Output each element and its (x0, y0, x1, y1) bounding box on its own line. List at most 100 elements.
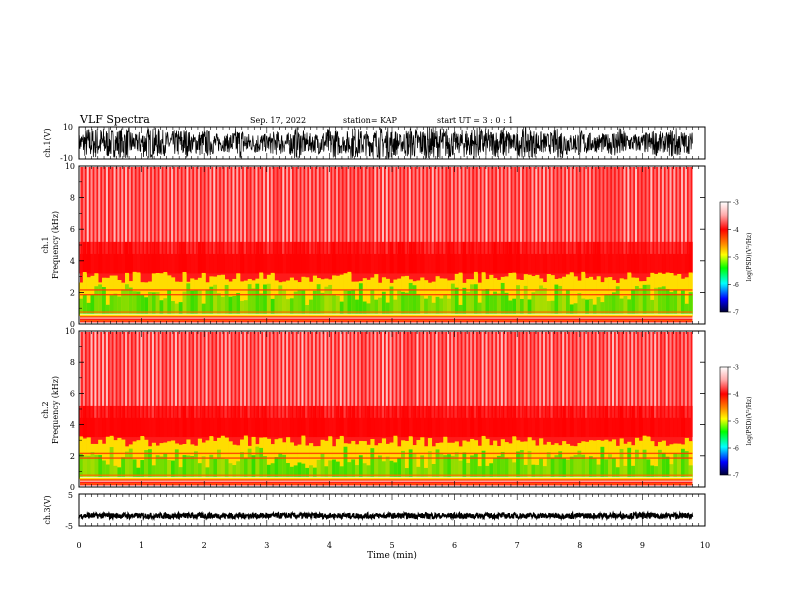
spectrogram-green-cell (151, 292, 156, 315)
spectrogram-low-cell (289, 277, 295, 317)
spectrogram-streak (588, 332, 592, 418)
spectrogram-streak (504, 167, 507, 254)
spectrogram-streak (416, 167, 419, 254)
spectrogram-mid-cell (393, 405, 398, 438)
spectrogram-low-cell (136, 440, 141, 480)
spectrogram-streak (98, 332, 101, 418)
spectrogram-streak (125, 332, 128, 418)
spectrogram-mid-cell (190, 241, 195, 274)
spectrogram-streak (370, 167, 373, 254)
spectrogram-mid-cell (627, 405, 632, 438)
spectrogram-mid-cell (190, 405, 195, 438)
spectrogram-mid-cell (565, 241, 571, 274)
spectrogram-low-cell (424, 280, 429, 317)
spectrogram-green-cell (79, 453, 84, 478)
spectrogram-streak (401, 332, 404, 418)
spectrogram-low-cell (374, 445, 379, 480)
spectrogram-streak (205, 167, 208, 254)
spectrogram-mid-cell (573, 405, 578, 438)
spectrogram-streak (293, 332, 296, 418)
spectrogram-mid-cell (228, 405, 233, 438)
spectrogram-mid-cell (128, 405, 133, 438)
spectrogram-green-cell (182, 455, 187, 478)
spectrogram-streak (485, 167, 488, 254)
spectrogram-green-cell (312, 290, 318, 315)
spectrogram-green-cell (420, 295, 425, 315)
spectrogram-streak (431, 167, 434, 254)
spectrogram-streak (493, 332, 496, 418)
spectrogram-mid-cell (500, 241, 505, 274)
spectrogram-mid-cell (125, 405, 130, 438)
spectrogram-streak (163, 332, 166, 418)
spectrogram-mid-cell (592, 241, 597, 274)
spectrogram-green-cell (351, 459, 356, 478)
spectrogram-mid-cell (220, 241, 225, 274)
spectrogram-green-cell (144, 450, 149, 478)
spectrogram-green-cell (596, 297, 601, 315)
spectrogram-low-cell (270, 444, 275, 480)
spectrogram-streak (148, 167, 151, 254)
spectrogram-mid-cell (163, 241, 168, 274)
spectrogram-green-cell (178, 302, 183, 315)
spectrogram-green-cell (282, 454, 287, 478)
spectrogram-streak (408, 167, 411, 254)
spectrogram-green-cell (86, 302, 91, 315)
colorbar-tick-label: -4 (733, 227, 739, 234)
spectrogram-low-cell (220, 274, 225, 317)
spectrogram-green-cell (412, 285, 417, 315)
spectrogram-streak (477, 167, 480, 254)
spectrogram-mid-cell (102, 241, 107, 274)
ch2-spectrogram-ylabel-frequency: Frequency (kHz) (51, 376, 60, 444)
spectrogram-mid-cell (600, 241, 605, 274)
spectrogram-low-cell (309, 281, 314, 317)
spectrogram-line-feature (80, 479, 693, 481)
spectrogram-green-cell (171, 301, 176, 315)
spectrogram-mid-cell (98, 405, 103, 438)
spectrogram-green-cell (293, 291, 298, 315)
spectrogram-streak (266, 167, 269, 254)
spectrogram-mid-cell (519, 241, 525, 274)
spectrogram-streak (470, 332, 473, 418)
spectrogram-streak (159, 167, 162, 254)
spectrogram-green-cell (105, 464, 110, 478)
ch2-freq-ticks: 0 2 4 6 8 10 (65, 327, 705, 492)
spectrogram-green-cell (554, 284, 559, 315)
spectrogram-mid-cell (263, 405, 268, 438)
spectrogram-green-cell (512, 462, 517, 478)
spectrogram-mid-cell (496, 241, 502, 274)
ch2-spectrogram-ylabel-channel: ch.2 (41, 401, 50, 418)
spectrogram-line-feature (80, 483, 693, 485)
spectrogram-streak (439, 167, 442, 254)
spectrogram-mid-cell (569, 405, 574, 438)
spectrogram-green-cell (102, 287, 107, 315)
time-tick-label: 6 (452, 541, 457, 550)
spectrogram-streak (565, 332, 569, 418)
spectrogram-mid-cell (121, 241, 126, 274)
spectrogram-streak (224, 332, 227, 418)
spectrogram-green-cell (320, 292, 325, 315)
spectrogram-streak (554, 332, 557, 418)
spectrogram-mid-cell (309, 405, 314, 438)
spectrogram-mid-cell (688, 405, 693, 438)
spectrogram-streak (174, 332, 177, 418)
spectrogram-mid-cell (611, 405, 617, 438)
spectrogram-green-cell (397, 457, 402, 478)
spectrogram-streak (412, 332, 415, 418)
freq-tick-label: 6 (70, 225, 75, 234)
spectrogram-mid-cell (144, 241, 149, 274)
date-label: Sep. 17, 2022 (250, 116, 306, 125)
spectrogram-streak (627, 332, 630, 418)
spectrogram-low-cell (519, 279, 525, 317)
time-axis-tick-labels: 0 1 2 3 4 5 6 7 8 9 10 (76, 541, 710, 550)
spectrogram-mid-cell (477, 241, 482, 274)
spectrogram-streak (677, 332, 680, 418)
spectrogram-low-cell (213, 276, 218, 317)
spectrogram-low-cell (381, 438, 387, 480)
spectrogram-low-cell (477, 282, 482, 317)
spectrogram-streak (151, 332, 154, 418)
spectrogram-streak (573, 332, 576, 418)
spectrogram-streak (194, 167, 197, 254)
spectrogram-green-cell (581, 298, 586, 315)
spectrogram-mid-cell (328, 241, 333, 274)
